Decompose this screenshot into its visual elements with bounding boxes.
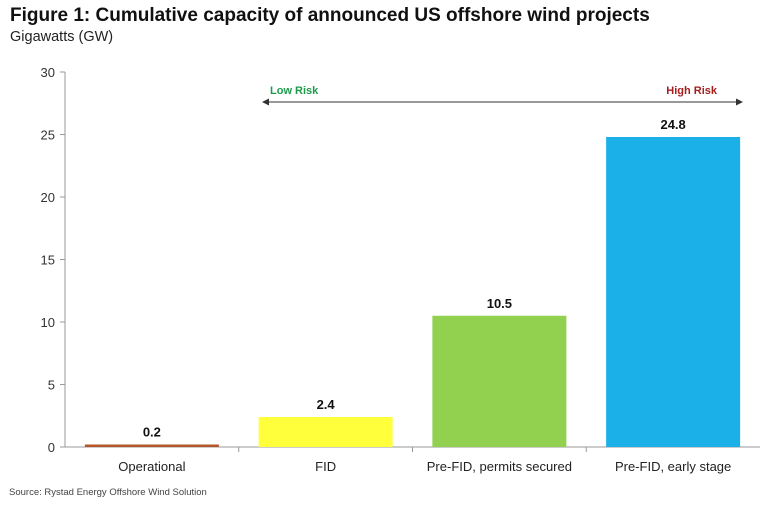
data-label: 0.2	[143, 425, 161, 440]
bar-2	[432, 315, 567, 447]
chart-title: Figure 1: Cumulative capacity of announc…	[10, 5, 650, 26]
low-risk-label: Low Risk	[270, 85, 319, 97]
y-tick-label: 10	[41, 315, 55, 330]
x-tick-label: Pre-FID, early stage	[615, 459, 731, 474]
y-tick-label: 5	[48, 378, 55, 393]
data-label: 10.5	[487, 296, 512, 311]
x-tick-label: Operational	[118, 459, 185, 474]
y-tick-label: 20	[41, 190, 55, 205]
arrow-left-head	[262, 98, 269, 106]
source-note: Source: Rystad Energy Offshore Wind Solu…	[9, 487, 207, 498]
y-tick-label: 30	[41, 65, 55, 80]
y-tick-label: 25	[41, 128, 55, 143]
high-risk-label: High Risk	[666, 85, 718, 97]
data-label: 2.4	[317, 397, 336, 412]
chart-subtitle: Gigawatts (GW)	[10, 29, 114, 45]
arrow-right-head	[736, 98, 743, 106]
y-tick-label: 0	[48, 440, 55, 455]
bar-0	[84, 444, 219, 447]
x-tick-label: Pre-FID, permits secured	[427, 459, 572, 474]
y-tick-label: 15	[41, 253, 55, 268]
data-label: 24.8	[660, 117, 685, 132]
bar-3	[606, 137, 741, 447]
x-tick-label: FID	[315, 459, 336, 474]
bar-1	[258, 417, 393, 447]
